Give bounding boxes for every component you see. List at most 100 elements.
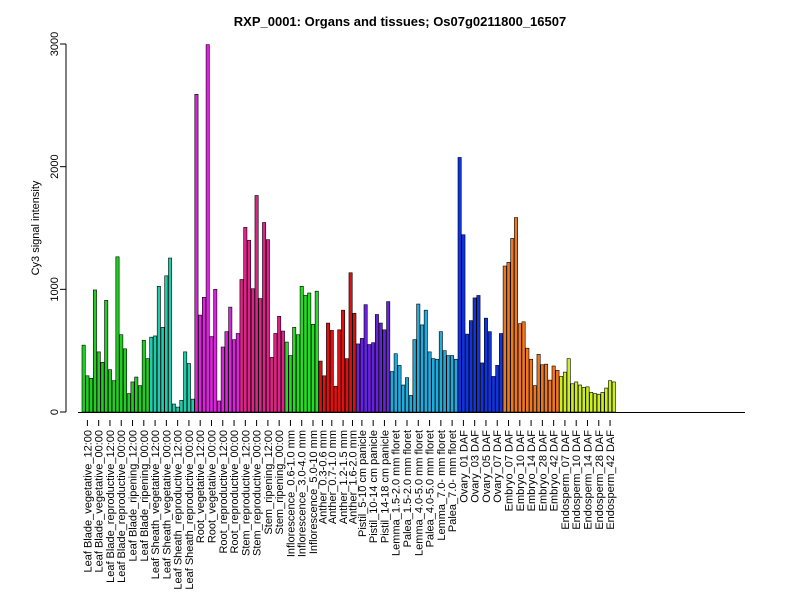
- x-tick-label: Embryo_07 DAF: [504, 430, 516, 512]
- x-tick-label: Ovary_05 DAF: [481, 430, 493, 503]
- x-tick-label: Leaf Blade_vegetative_12:00: [82, 430, 94, 573]
- bar: [348, 272, 353, 413]
- bar: [457, 157, 462, 413]
- bar: [600, 392, 605, 413]
- x-tick-label: Stem_reproductive_00:00: [252, 430, 264, 556]
- bar: [359, 338, 364, 413]
- bar: [111, 380, 116, 413]
- bar: [258, 298, 263, 413]
- x-tick-label: Ovary_03 DAF: [470, 430, 482, 503]
- bar: [277, 316, 282, 413]
- x-tick-label: Embryo_42 DAF: [549, 430, 561, 512]
- bar: [525, 347, 530, 413]
- bar: [536, 354, 541, 413]
- x-tick-label: Inflorescence_0.6-1.0 mm: [285, 430, 297, 557]
- x-tick-label: Anther_0.3-0.6 mm: [317, 430, 329, 524]
- bar: [495, 365, 500, 413]
- bar: [175, 406, 180, 413]
- bar: [273, 333, 278, 413]
- bar: [555, 369, 560, 413]
- bar: [540, 364, 545, 413]
- bar: [510, 238, 515, 413]
- bar: [228, 306, 233, 413]
- bar: [484, 317, 488, 413]
- bar: [134, 376, 139, 413]
- bar: [604, 387, 609, 413]
- bar: [243, 227, 248, 413]
- bar: [168, 257, 173, 413]
- bar: [559, 376, 564, 413]
- bar: [578, 384, 582, 413]
- bar: [356, 343, 361, 413]
- bar: [179, 400, 184, 413]
- bar: [156, 285, 161, 413]
- bar: [547, 379, 552, 413]
- bar: [480, 362, 485, 413]
- x-tick-label: Pistil_5-10 cm panicle: [357, 430, 369, 537]
- bar: [420, 324, 424, 413]
- bar: [126, 393, 131, 413]
- bar: [431, 358, 436, 413]
- bar: [220, 346, 225, 413]
- bar: [303, 295, 308, 413]
- bar: [164, 275, 169, 413]
- bar: [382, 329, 387, 413]
- bar: [442, 350, 447, 413]
- x-tick-label: Stem_ripening_00:00: [274, 430, 286, 535]
- bar: [544, 363, 549, 413]
- bar: [408, 395, 413, 413]
- bar: [314, 290, 319, 413]
- x-tick-label: Pistil_14-18 cm panicle: [379, 430, 391, 543]
- x-tick-label: Leaf Blade_ripening_12:00: [128, 430, 140, 562]
- bar: [311, 323, 315, 413]
- bar: [209, 336, 214, 413]
- bar: [367, 344, 372, 413]
- bar: [85, 375, 90, 413]
- bar: [517, 323, 522, 413]
- bar: [232, 339, 236, 413]
- bar: [153, 335, 158, 413]
- bar: [491, 376, 496, 413]
- x-tick-label: Palea_7.0- mm floret: [447, 430, 459, 532]
- bar: [138, 385, 142, 413]
- bar: [190, 398, 195, 413]
- bar: [514, 217, 518, 413]
- x-tick-label: Inflorescence_5.0-10 mm: [308, 430, 320, 554]
- x-tick-label: Embryo_28 DAF: [537, 430, 549, 512]
- y-tick-label: 3000: [49, 32, 61, 56]
- y-tick-label: 2000: [49, 154, 61, 178]
- x-tick-label: Stem_reproductive_12:00: [240, 430, 252, 556]
- x-tick-label: Leaf Sheath_reproductive_00:00: [184, 430, 196, 590]
- bar: [224, 331, 229, 413]
- x-tick-label: Leaf Blade_reproductive_00:00: [116, 430, 128, 583]
- bar: [570, 383, 575, 413]
- bar: [401, 384, 406, 413]
- bar: [108, 369, 112, 413]
- x-tick-label: Pistil_10-14 cm panicle: [368, 430, 380, 543]
- bar: [130, 381, 135, 413]
- bar: [288, 355, 293, 413]
- bar: [269, 357, 274, 413]
- bar: [145, 358, 150, 413]
- x-tick-label: Anther_0.7-1.0 mm: [327, 430, 339, 524]
- bar: [363, 304, 368, 413]
- bar-series: [81, 44, 616, 413]
- x-tick-label: Endosperm_42 DAF: [605, 430, 617, 530]
- bar: [438, 331, 443, 413]
- bar: [299, 285, 304, 413]
- bar: [250, 288, 255, 413]
- bar: [423, 309, 428, 413]
- bar: [186, 363, 191, 413]
- bar: [585, 386, 590, 413]
- bar: [307, 292, 312, 413]
- bar: [296, 334, 300, 413]
- x-tick-label: Root_reproductive_00:00: [229, 430, 241, 554]
- bar: [390, 371, 394, 413]
- bar: [104, 300, 109, 413]
- bar: [119, 334, 124, 413]
- x-tick-label: Inflorescence_3.0-4.0 mm: [297, 430, 309, 557]
- y-tick-label: 1000: [49, 277, 61, 301]
- bar: [551, 365, 556, 413]
- x-tick-label: Leaf Blade_reproductive_12:00: [105, 430, 117, 583]
- bar: [81, 344, 86, 413]
